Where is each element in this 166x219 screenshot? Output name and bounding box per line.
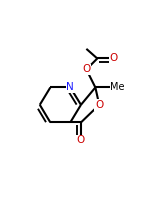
Text: O: O	[82, 64, 90, 74]
Text: O: O	[95, 100, 103, 110]
Text: O: O	[77, 135, 85, 145]
Text: Me: Me	[110, 82, 125, 92]
Text: O: O	[109, 53, 118, 64]
Text: N: N	[66, 82, 74, 92]
